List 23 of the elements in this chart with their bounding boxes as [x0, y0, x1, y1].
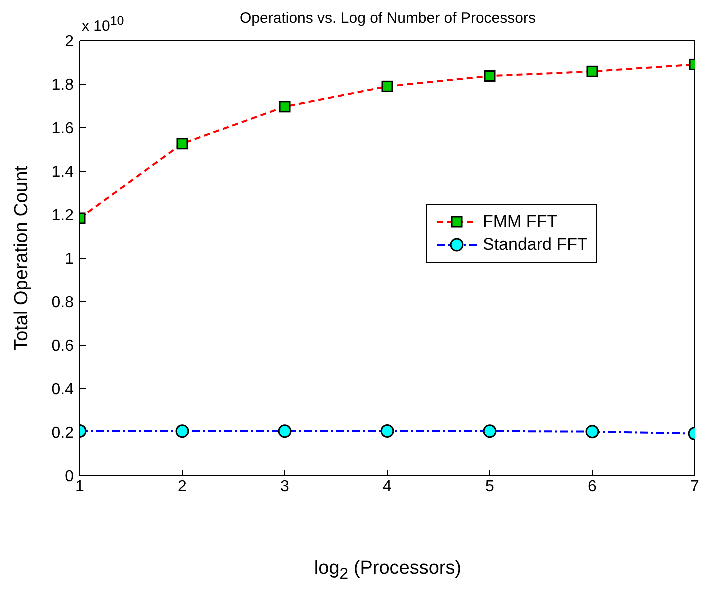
x-tick-label: 7	[690, 478, 700, 496]
y-tick-label: 0.4	[52, 382, 74, 399]
y-tick-label: 2	[65, 34, 74, 51]
text: x 10$^{10}$	[82, 14, 124, 35]
y-tick-label: 0.6	[52, 338, 74, 356]
y-tick-label: 1.4	[52, 164, 74, 182]
x-tick-label: 6	[588, 478, 598, 496]
chart-title: Operations vs. Log of Number of Processors	[240, 10, 536, 27]
x-tick-label: 4	[383, 478, 392, 496]
y-tick-label: 1.8	[52, 77, 74, 94]
legend-label: Standard FFT	[483, 235, 588, 255]
y-tick-label: 0.8	[52, 294, 74, 312]
y-tick-label: 1	[65, 251, 74, 268]
x-tick-label: 2	[178, 478, 188, 496]
y-tick-label: 0.2	[52, 425, 74, 442]
y-axis-title: Total Operation Count	[12, 165, 33, 351]
y-tick-label: 0	[65, 468, 74, 486]
legend-label: FMM FFT	[483, 212, 558, 232]
x-tick-label: 5	[486, 478, 495, 496]
x-axis-title: log$_{2}$ (Processors)	[313, 558, 463, 584]
x-tick-label: 3	[280, 478, 290, 496]
y-tick-label: 1.2	[52, 208, 74, 225]
y-tick-label: 1.6	[52, 120, 74, 138]
